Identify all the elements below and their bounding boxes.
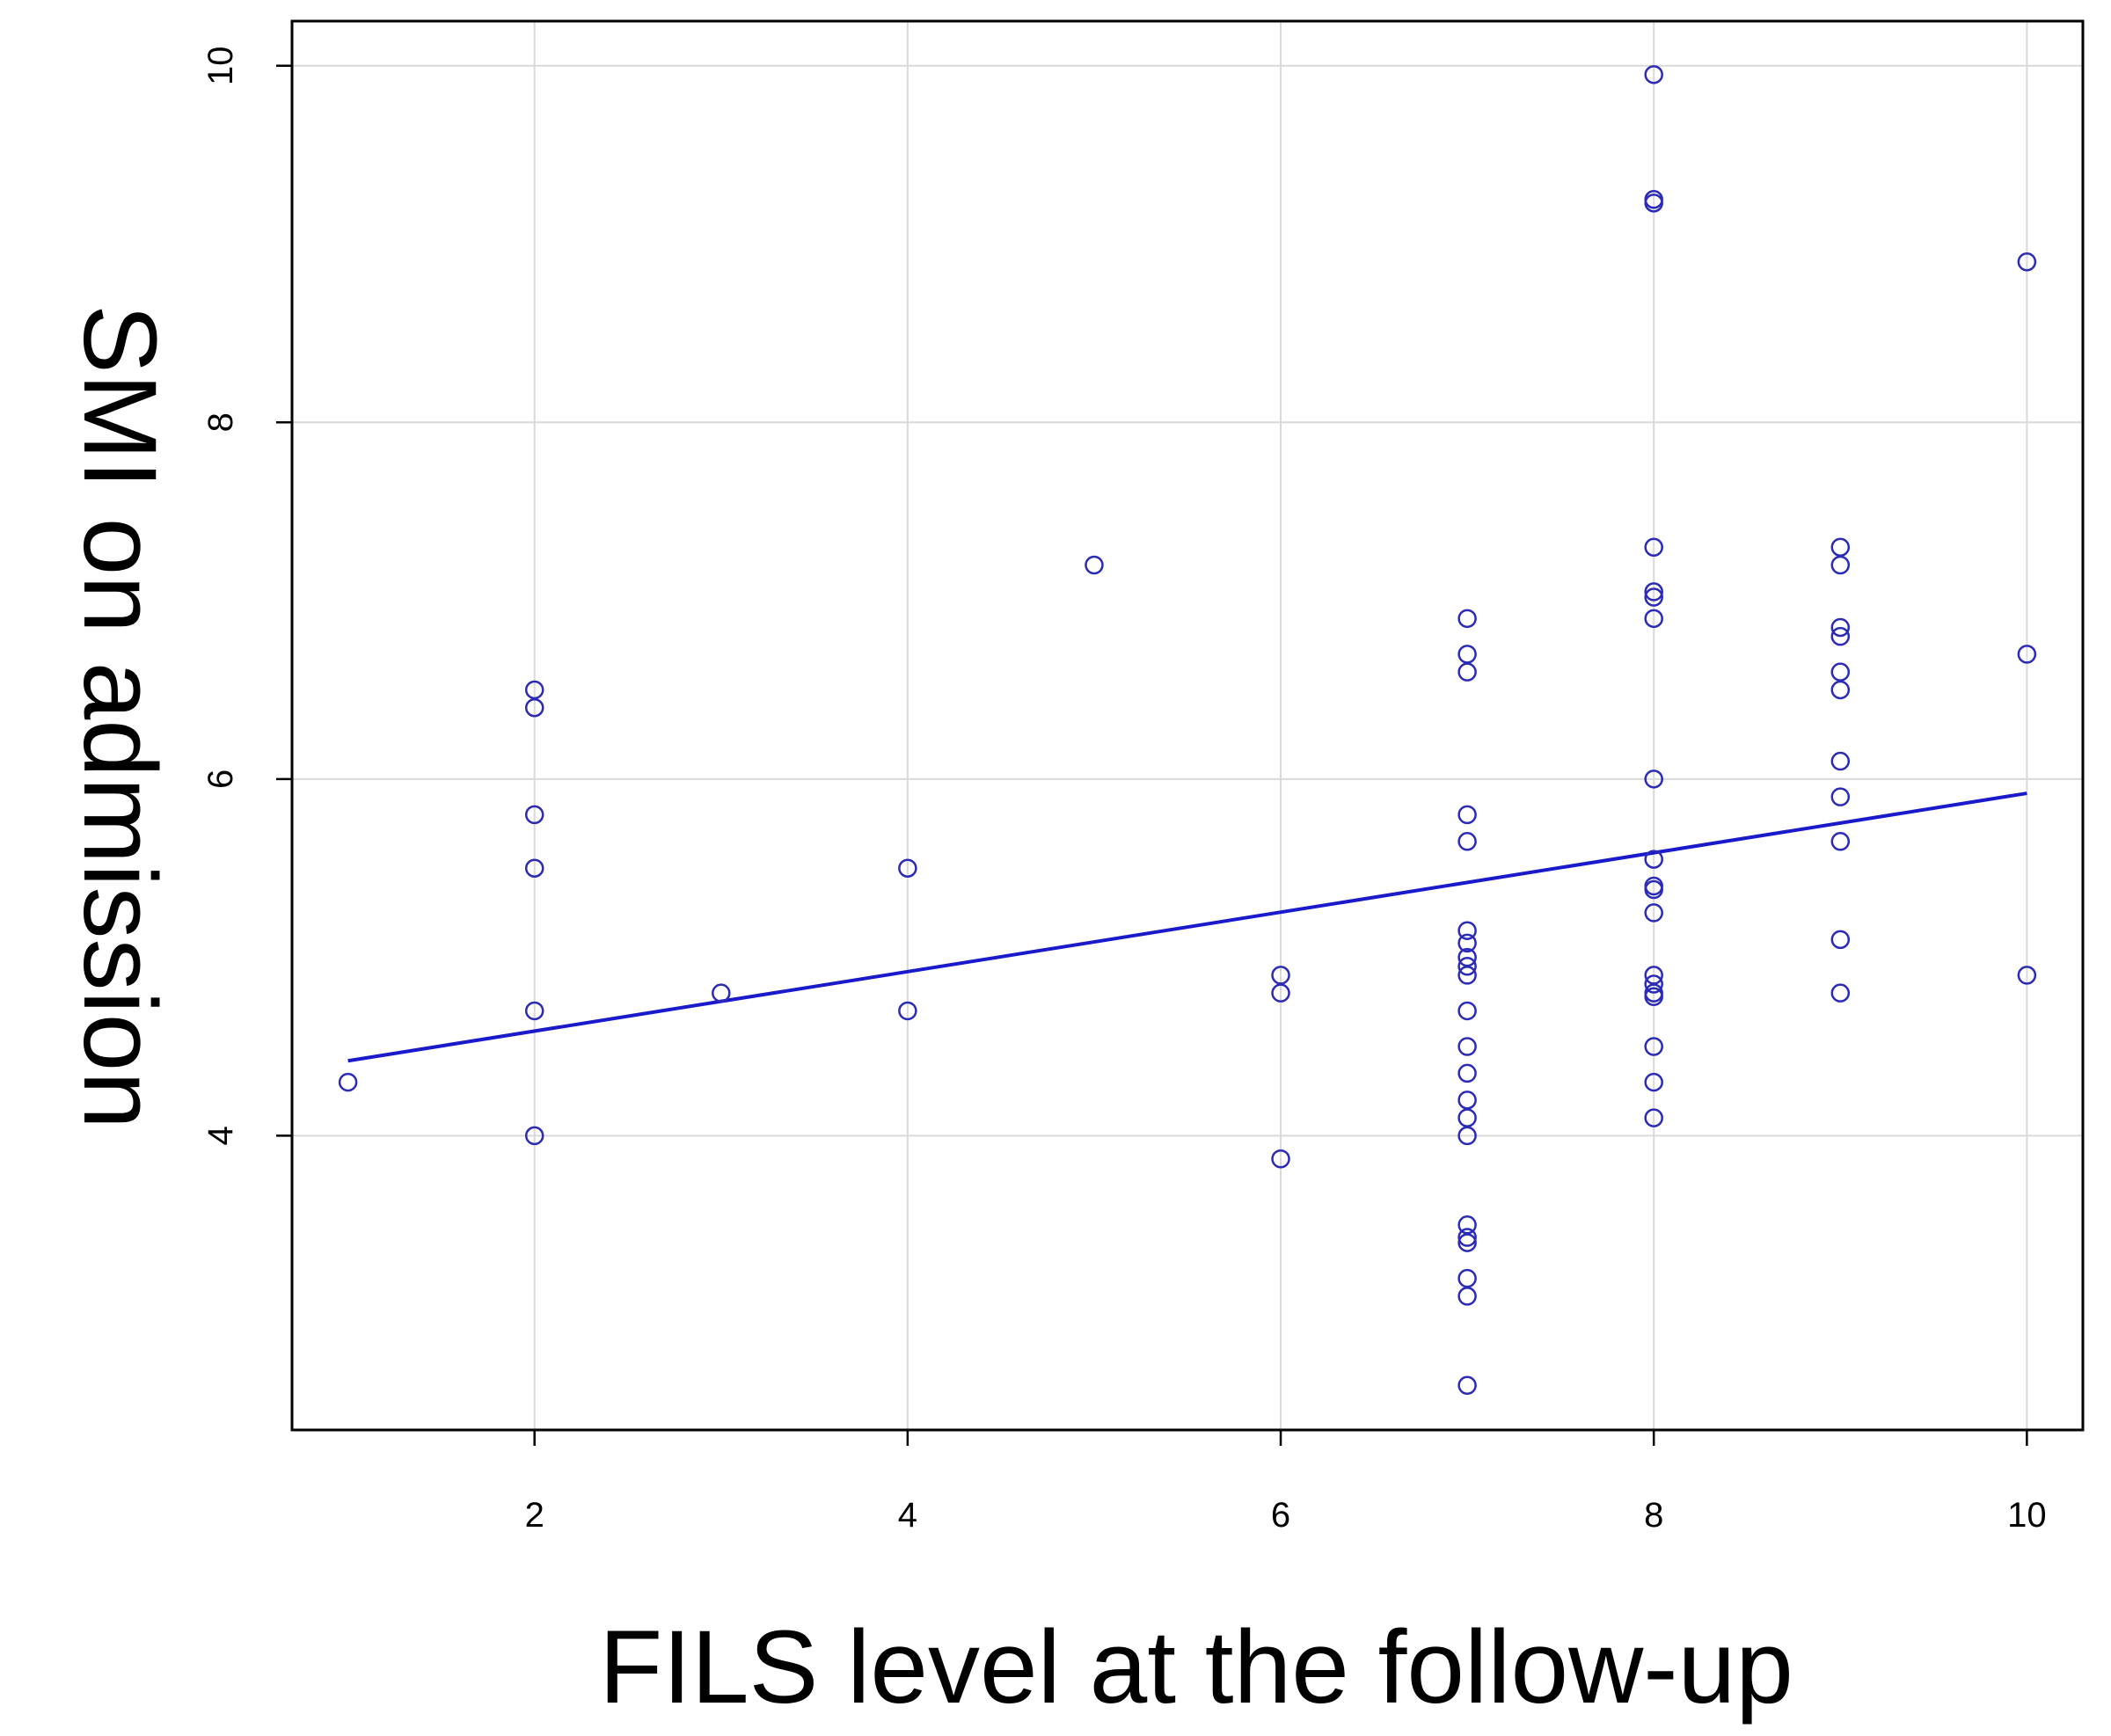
- data-point: [1830, 555, 1851, 575]
- data-point: [1830, 983, 1851, 1003]
- data-point: [1271, 1149, 1290, 1169]
- data-point: [898, 1001, 917, 1021]
- x-axis-title: FILS level at the follow-up: [599, 1609, 1793, 1725]
- x-tick-label: 10: [2007, 1496, 2047, 1535]
- y-tick-label: 6: [201, 770, 240, 789]
- data-point: [1830, 751, 1851, 771]
- data-point: [2017, 645, 2037, 664]
- data-point: [524, 858, 544, 878]
- data-point: [1457, 1287, 1477, 1306]
- data-point: [1644, 537, 1663, 557]
- data-point: [1830, 787, 1851, 806]
- data-point: [1830, 832, 1851, 851]
- data-point: [1644, 1037, 1663, 1056]
- data-point: [1644, 966, 1663, 985]
- data-point: [338, 1072, 358, 1092]
- data-point: [1644, 587, 1663, 607]
- data-point: [1644, 879, 1663, 900]
- data-point: [1457, 957, 1477, 976]
- data-point: [1457, 1268, 1477, 1288]
- data-point: [1830, 617, 1851, 638]
- data-point: [1830, 680, 1851, 700]
- data-point: [1271, 983, 1290, 1003]
- data-point: [1644, 1108, 1663, 1127]
- data-point: [1457, 1228, 1477, 1247]
- data-point: [1644, 770, 1663, 789]
- data-point: [1085, 555, 1104, 575]
- y-axis-ticks: 4 6 8 10: [201, 46, 292, 1146]
- data-point: [524, 805, 544, 825]
- data-point: [1457, 947, 1477, 967]
- data-point: [1457, 921, 1477, 940]
- data-point: [1457, 1063, 1477, 1083]
- x-axis-ticks: 2 4 6 8 10: [525, 1430, 2047, 1535]
- y-axis-title: SMI on admission: [62, 304, 178, 1129]
- y-tick-label: 4: [201, 1126, 240, 1145]
- data-point: [524, 680, 544, 700]
- data-point: [1644, 987, 1663, 1006]
- x-tick-label: 4: [898, 1496, 917, 1535]
- data-point: [1830, 537, 1851, 557]
- data-point: [1457, 645, 1477, 664]
- data-point: [1830, 626, 1851, 646]
- x-tick-label: 6: [1271, 1496, 1290, 1535]
- data-point: [1457, 1375, 1477, 1396]
- data-point: [1830, 930, 1851, 950]
- data-point: [1457, 805, 1477, 825]
- regression-layer: [347, 791, 2027, 1063]
- x-tick-label: 2: [525, 1496, 544, 1535]
- data-point: [1457, 933, 1477, 953]
- data-point: [1457, 662, 1477, 682]
- y-tick-label: 8: [201, 412, 240, 432]
- data-point: [1457, 832, 1477, 851]
- data-point: [1644, 903, 1663, 923]
- x-tick-label: 8: [1644, 1496, 1663, 1535]
- data-point: [1830, 662, 1851, 682]
- plot-frame: [290, 19, 2085, 1432]
- data-point: [1644, 974, 1663, 994]
- data-point: [1644, 850, 1663, 869]
- data-point: [1644, 193, 1663, 213]
- data-point: [1457, 609, 1477, 629]
- data-point: [1457, 1001, 1477, 1021]
- data-point: [1457, 1090, 1477, 1110]
- data-point: [1457, 1126, 1477, 1146]
- data-point: [1457, 1108, 1477, 1127]
- regression-line: [347, 791, 2027, 1063]
- data-point: [1644, 609, 1663, 629]
- data-points: [338, 65, 2037, 1396]
- data-point: [1457, 1037, 1477, 1056]
- data-point: [1644, 65, 1663, 84]
- grid-lines: [292, 21, 2083, 1430]
- data-point: [524, 1126, 544, 1146]
- data-point: [1644, 582, 1663, 602]
- data-point: [1457, 1215, 1477, 1235]
- data-point: [898, 858, 917, 878]
- data-point: [524, 697, 544, 718]
- data-point: [712, 983, 731, 1003]
- data-point: [1457, 966, 1477, 985]
- data-point: [1644, 1072, 1663, 1092]
- data-point: [1457, 1233, 1477, 1252]
- y-tick-label: 10: [201, 46, 240, 85]
- data-point: [2017, 966, 2037, 985]
- data-point: [524, 1001, 544, 1021]
- data-point: [2017, 252, 2037, 272]
- data-point: [1271, 966, 1290, 985]
